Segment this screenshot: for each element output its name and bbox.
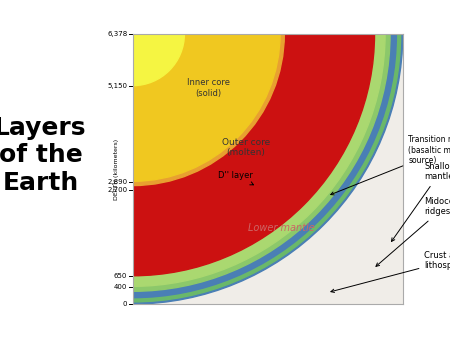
- Text: DEPTH (kilometers): DEPTH (kilometers): [114, 139, 119, 199]
- Text: D'' layer: D'' layer: [218, 171, 253, 185]
- Text: 6,378: 6,378: [107, 31, 127, 37]
- Wedge shape: [133, 34, 403, 304]
- Text: Inner core
(solid): Inner core (solid): [187, 78, 230, 98]
- Text: Subduction zone: Subduction zone: [0, 337, 1, 338]
- Wedge shape: [133, 34, 284, 186]
- Text: 5,150: 5,150: [108, 83, 127, 89]
- Text: Shallow
mantle: Shallow mantle: [392, 162, 450, 241]
- Text: Crust and
lithosphere: Crust and lithosphere: [331, 251, 450, 292]
- Text: 2,890: 2,890: [107, 179, 127, 185]
- Wedge shape: [133, 34, 280, 181]
- Wedge shape: [133, 34, 184, 86]
- Text: Midocean
ridges: Midocean ridges: [376, 197, 450, 266]
- Wedge shape: [133, 34, 396, 298]
- Text: 650: 650: [114, 273, 127, 280]
- Text: 2,700: 2,700: [107, 187, 127, 193]
- Wedge shape: [133, 34, 385, 286]
- Text: Lower mantle: Lower mantle: [248, 223, 315, 234]
- Wedge shape: [133, 34, 390, 291]
- Wedge shape: [133, 34, 400, 302]
- Text: 400: 400: [114, 284, 127, 290]
- Wedge shape: [133, 34, 374, 276]
- Text: Layers
of the
Earth: Layers of the Earth: [0, 116, 87, 195]
- Text: Transition region
(basaltic magmas
source): Transition region (basaltic magmas sourc…: [331, 135, 450, 195]
- Text: Outer core
(molten): Outer core (molten): [222, 138, 270, 157]
- Text: 0: 0: [123, 301, 127, 307]
